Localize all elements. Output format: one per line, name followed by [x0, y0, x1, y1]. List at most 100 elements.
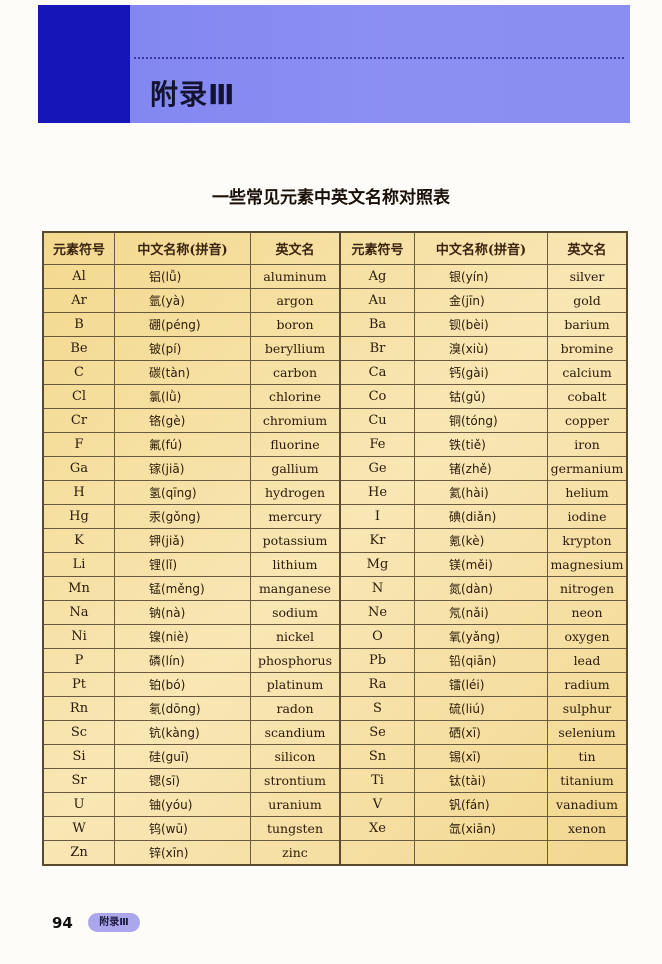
element-symbol: U [42, 792, 115, 817]
element-chinese-name: 铜(tóng) [414, 408, 548, 433]
element-chinese-name: 钴(gǔ) [414, 384, 548, 409]
element-english-name: aluminum [250, 264, 341, 289]
element-symbol: Au [339, 288, 415, 313]
element-chinese-name: 镁(měi) [414, 552, 548, 577]
element-symbol: Sn [339, 744, 415, 769]
element-english-name: helium [547, 480, 628, 505]
table-row: W 钨(wū) tungsten Xe 氙(xiān) xenon [42, 816, 628, 841]
table-row: Sc 钪(kàng) scandium Se 硒(xī) selenium [42, 720, 628, 745]
element-symbol: Mg [339, 552, 415, 577]
element-chinese-name: 铍(pí) [114, 336, 251, 361]
element-chinese-name: 汞(gǒng) [114, 504, 251, 529]
element-english-name: manganese [250, 576, 341, 601]
table-row: Si 硅(guī) silicon Sn 锡(xī) tin [42, 744, 628, 769]
table-row: C 碳(tàn) carbon Ca 钙(gài) calcium [42, 360, 628, 385]
element-chinese-name: 氦(hài) [414, 480, 548, 505]
element-chinese-name: 氩(yà) [114, 288, 251, 313]
element-english-name: nickel [250, 624, 341, 649]
element-english-name: fluorine [250, 432, 341, 457]
element-chinese-name: 铂(bó) [114, 672, 251, 697]
element-symbol: W [42, 816, 115, 841]
element-english-name: zinc [250, 840, 341, 866]
header-english-name: 英文名 [547, 231, 628, 265]
table-row: F 氟(fú) fluorine Fe 铁(tiě) iron [42, 432, 628, 457]
table-row: Ga 镓(jiā) gallium Ge 锗(zhě) germanium [42, 456, 628, 481]
element-chinese-name: 硒(xī) [414, 720, 548, 745]
table-row: Pt 铂(bó) platinum Ra 镭(léi) radium [42, 672, 628, 697]
element-chinese-name: 锰(měng) [114, 576, 251, 601]
element-symbol: V [339, 792, 415, 817]
table-row: Na 钠(nà) sodium Ne 氖(nǎi) neon [42, 600, 628, 625]
elements-table: 元素符号 中文名称(拼音) 英文名 元素符号 中文名称(拼音) 英文名 Al 铝(… [42, 231, 628, 866]
element-chinese-name: 氢(qīng) [114, 480, 251, 505]
element-symbol: Cl [42, 384, 115, 409]
element-symbol: O [339, 624, 415, 649]
element-symbol: He [339, 480, 415, 505]
element-english-name: beryllium [250, 336, 341, 361]
element-chinese-name: 锡(xī) [414, 744, 548, 769]
element-symbol: Co [339, 384, 415, 409]
element-english-name: titanium [547, 768, 628, 793]
element-chinese-name: 硫(liú) [414, 696, 548, 721]
element-chinese-name: 氯(lǜ) [114, 384, 251, 409]
element-chinese-name: 锂(lǐ) [114, 552, 251, 577]
table-row: Hg 汞(gǒng) mercury I 碘(diǎn) iodine [42, 504, 628, 529]
element-chinese-name: 钙(gài) [414, 360, 548, 385]
element-english-name: scandium [250, 720, 341, 745]
element-symbol: C [42, 360, 115, 385]
element-symbol: Mn [42, 576, 115, 601]
element-english-name: tin [547, 744, 628, 769]
element-chinese-name: 钪(kàng) [114, 720, 251, 745]
element-symbol: S [339, 696, 415, 721]
element-english-name: barium [547, 312, 628, 337]
element-symbol: F [42, 432, 115, 457]
element-english-name: lithium [250, 552, 341, 577]
header-chinese-name: 中文名称(拼音) [114, 231, 251, 265]
element-english-name: strontium [250, 768, 341, 793]
header-symbol: 元素符号 [339, 231, 415, 265]
element-chinese-name: 银(yín) [414, 264, 548, 289]
element-symbol: Br [339, 336, 415, 361]
element-chinese-name: 金(jīn) [414, 288, 548, 313]
element-english-name: iodine [547, 504, 628, 529]
element-english-name: vanadium [547, 792, 628, 817]
dotted-divider [134, 57, 624, 59]
element-chinese-name: 镭(léi) [414, 672, 548, 697]
element-english-name: chlorine [250, 384, 341, 409]
header-symbol: 元素符号 [42, 231, 115, 265]
page-number: 94 [52, 914, 73, 932]
element-chinese-name: 锗(zhě) [414, 456, 548, 481]
element-symbol: Si [42, 744, 115, 769]
element-chinese-name: 碳(tàn) [114, 360, 251, 385]
element-english-name: calcium [547, 360, 628, 385]
table-row: Cl 氯(lǜ) chlorine Co 钴(gǔ) cobalt [42, 384, 628, 409]
element-english-name: chromium [250, 408, 341, 433]
element-chinese-name: 锶(sī) [114, 768, 251, 793]
element-chinese-name: 钛(tài) [414, 768, 548, 793]
element-english-name: krypton [547, 528, 628, 553]
element-english-name: gold [547, 288, 628, 313]
table-row: Mn 锰(měng) manganese N 氮(dàn) nitrogen [42, 576, 628, 601]
element-english-name: magnesium [547, 552, 628, 577]
table-row: Sr 锶(sī) strontium Ti 钛(tài) titanium [42, 768, 628, 793]
element-symbol: Ca [339, 360, 415, 385]
table-row: H 氢(qīng) hydrogen He 氦(hài) helium [42, 480, 628, 505]
header-english-name: 英文名 [250, 231, 341, 265]
element-chinese-name: 钡(bèi) [414, 312, 548, 337]
element-chinese-name: 氙(xiān) [414, 816, 548, 841]
table-row: Li 锂(lǐ) lithium Mg 镁(měi) magnesium [42, 552, 628, 577]
element-symbol: Ag [339, 264, 415, 289]
element-english-name: phosphorus [250, 648, 341, 673]
table-row: Al 铝(lǚ) aluminum Ag 银(yín) silver [42, 264, 628, 289]
element-english-name [547, 840, 628, 866]
element-chinese-name: 锌(xīn) [114, 840, 251, 866]
element-english-name: cobalt [547, 384, 628, 409]
element-symbol: Se [339, 720, 415, 745]
element-chinese-name [414, 840, 548, 866]
element-chinese-name: 钾(jiǎ) [114, 528, 251, 553]
element-symbol: Cr [42, 408, 115, 433]
table-row: Cr 铬(gè) chromium Cu 铜(tóng) copper [42, 408, 628, 433]
element-chinese-name: 钠(nà) [114, 600, 251, 625]
table-row: Zn 锌(xīn) zinc [42, 840, 628, 866]
table-row: Ni 镍(niè) nickel O 氧(yǎng) oxygen [42, 624, 628, 649]
